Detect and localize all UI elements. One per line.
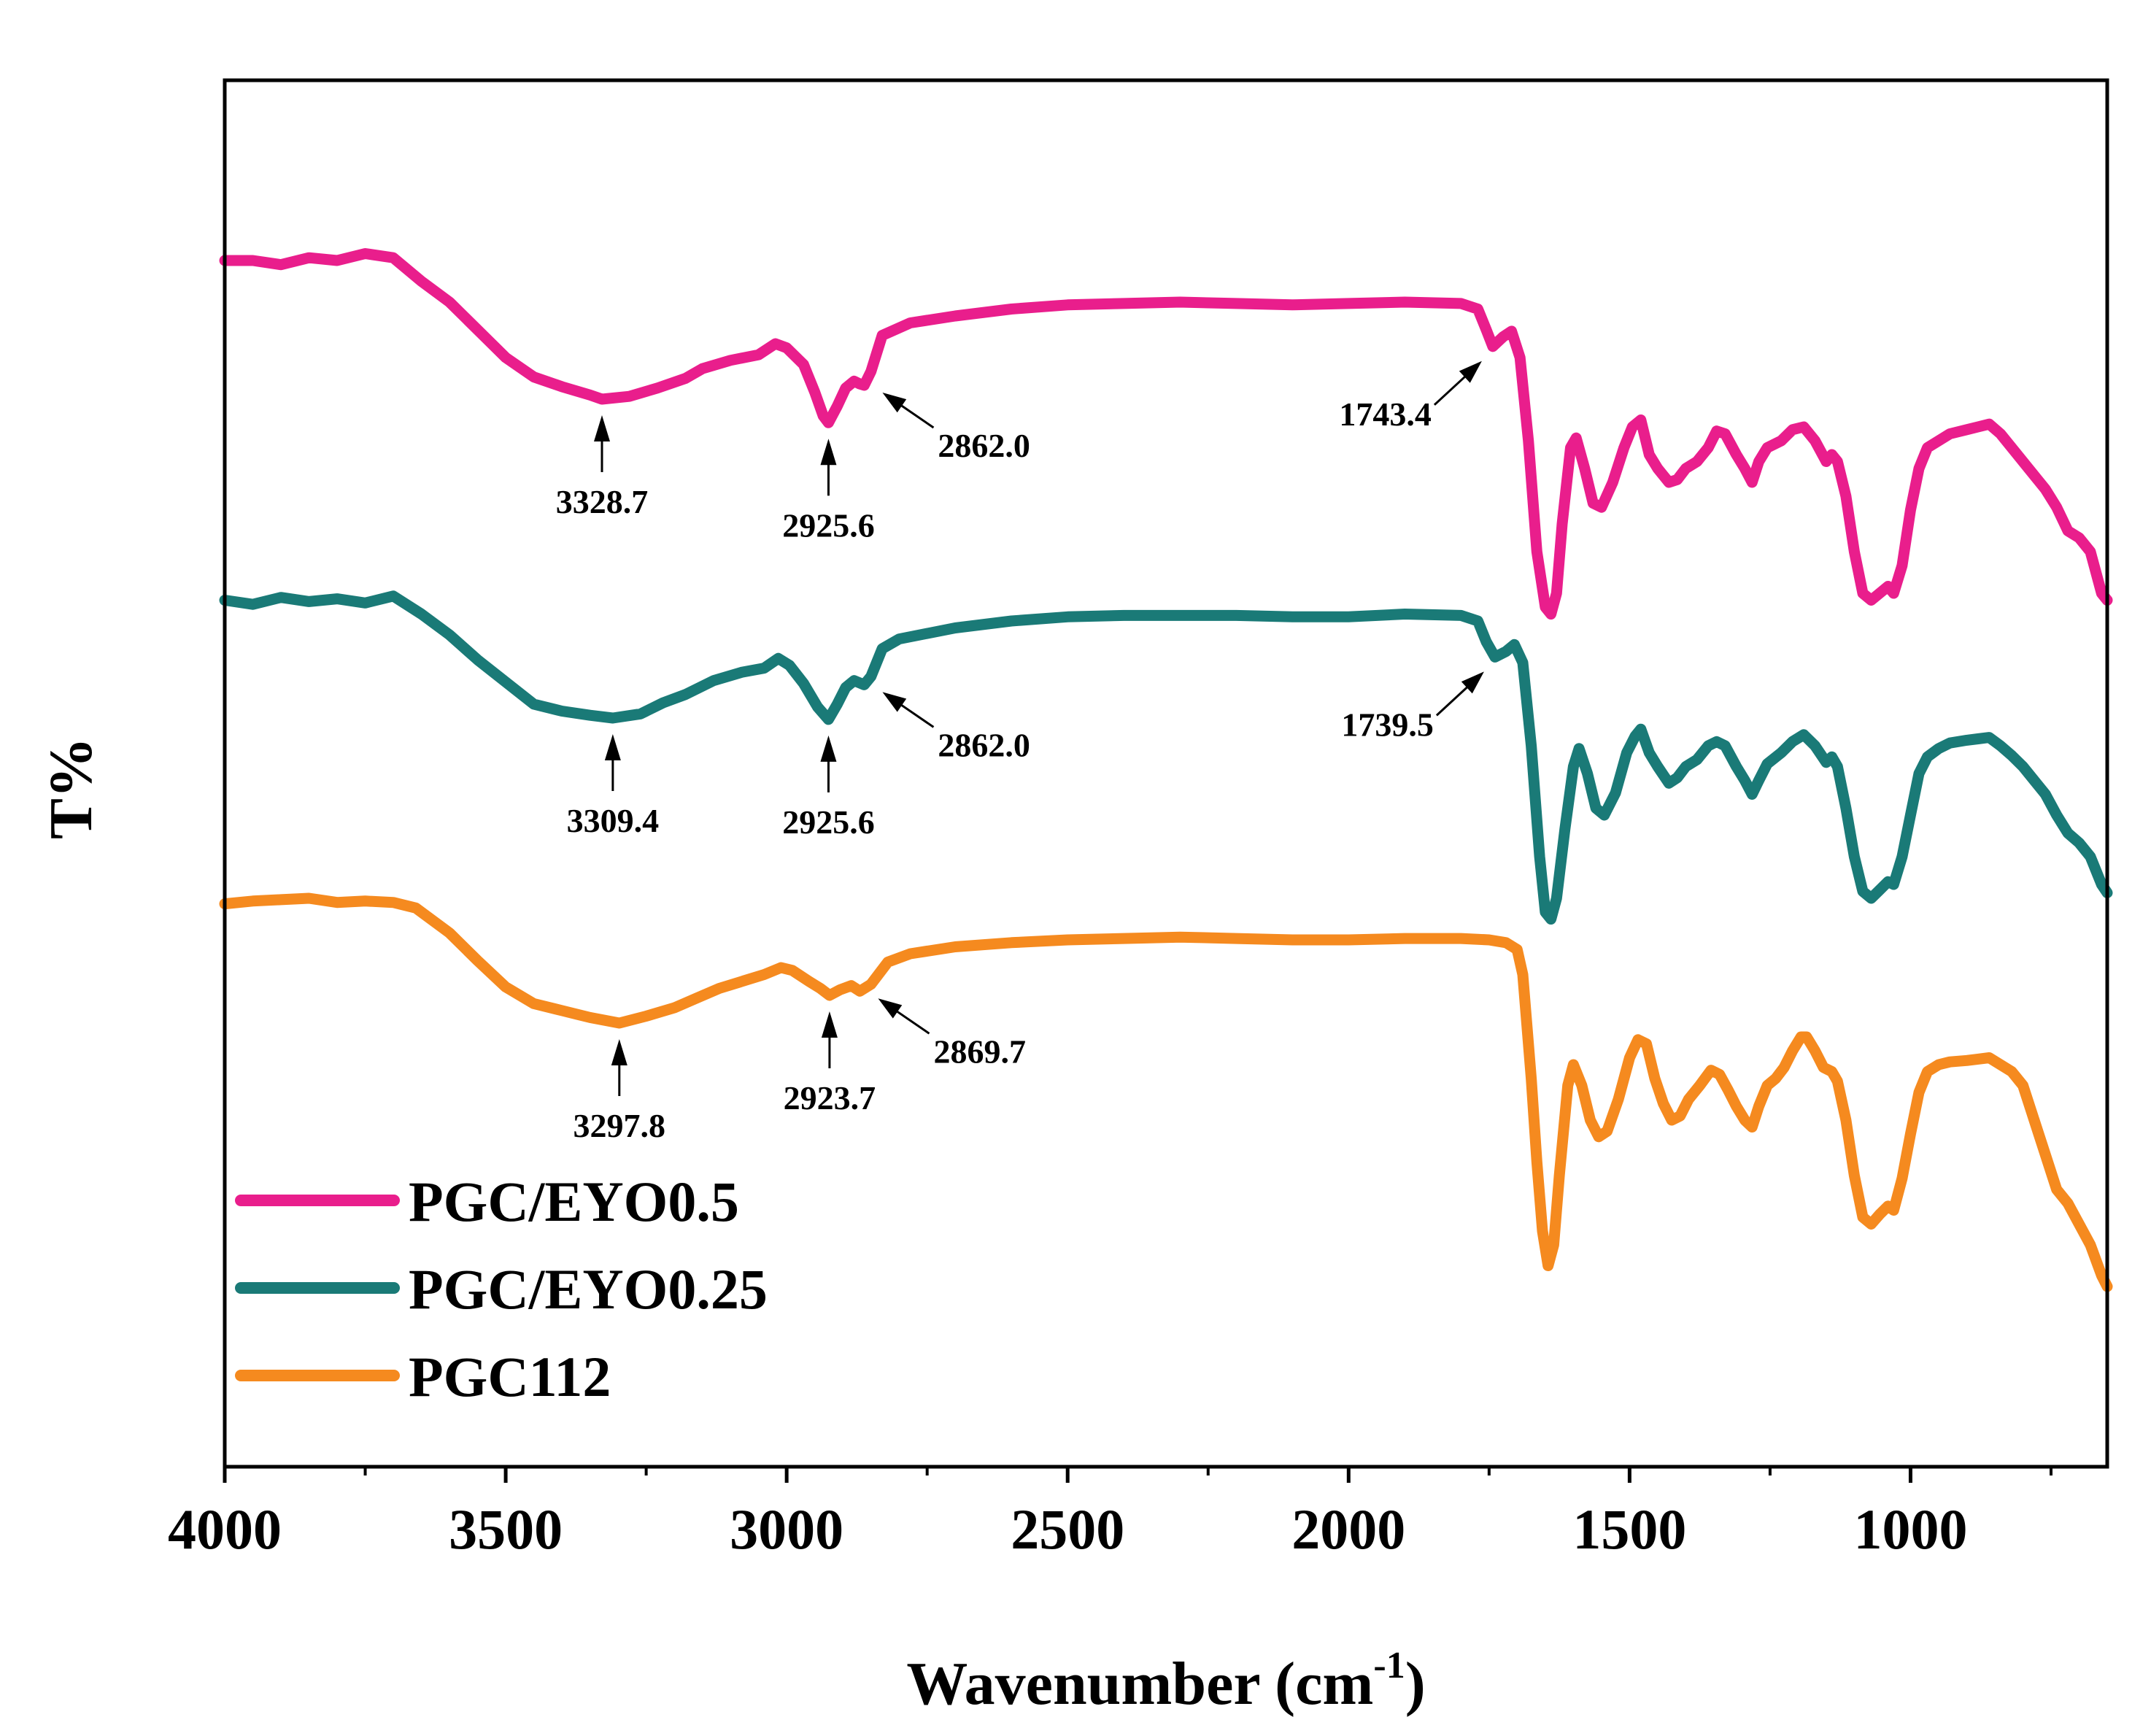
peak-annotation: 3297.8 [574,1039,666,1144]
peak-annotation: 1739.5 [1341,671,1484,743]
plot-frame [223,78,2109,1469]
legend: PGC/EYO0.5 PGC/EYO0.25 PGC112 [235,1170,768,1408]
peak-annotation: 1743.4 [1339,360,1482,433]
series-line-pgc-eyo0-5 [219,248,2113,620]
peak-annotation: 2925.6 [782,735,875,841]
legend-item-pgc-eyo0-25: PGC/EYO0.25 [235,1257,768,1321]
annotation-arrow-shaft [1435,684,1471,717]
series-line-pgc112 [219,892,2113,1292]
annotation-arrow-head [820,439,837,466]
x-tick-label: 1500 [1572,1497,1686,1561]
annotation-arrow-head [878,998,903,1019]
legend-item-pgc112: PGC112 [235,1345,611,1408]
annotation-arrow-shaft [897,402,935,429]
legend-label: PGC/EYO0.25 [409,1257,768,1321]
x-tick-label: 2500 [1011,1497,1124,1561]
annotation-arrow-shaft [892,1008,930,1035]
x-tick-label: 1000 [1853,1497,1967,1561]
legend-item-pgc-eyo0-5: PGC/EYO0.5 [235,1170,739,1233]
x-tick-label: 3000 [730,1497,843,1561]
annotation-label: 3297.8 [574,1107,666,1144]
annotation-label: 2862.0 [938,427,1030,464]
annotation-layer: 3328.7 2925.6 2862.0 1743.4 3309.4 2925.6 2862… [556,360,1484,1144]
annotation-arrow-head [882,393,907,413]
x-axis-title: Wavenumber (cm-1) [906,1645,1425,1718]
annotation-arrow-head [594,415,611,441]
peak-annotation: 2925.6 [782,439,875,544]
annotation-label: 2923.7 [784,1079,876,1116]
peak-annotation: 3309.4 [567,734,660,839]
y-axis-title: T% [37,737,105,839]
x-tick-label: 4000 [168,1497,282,1561]
annotation-label: 3328.7 [556,483,649,520]
legend-label: PGC112 [409,1345,611,1408]
annotation-label: 1739.5 [1341,706,1434,743]
x-tick-label: 2000 [1291,1497,1405,1561]
annotation-label: 2862.0 [938,726,1030,763]
annotation-arrow-head [604,734,621,760]
peak-annotation: 2869.7 [878,998,1026,1070]
annotation-arrow-head [1461,671,1484,694]
annotation-arrow-head [820,735,837,762]
annotation-label: 3309.4 [567,802,660,839]
peak-annotation: 2862.0 [882,393,1030,464]
x-axis-ticks: 4000 3500 3000 2500 2000 1500 1000 [168,1467,2052,1561]
annotation-arrow-head [882,692,907,712]
annotation-arrow-head [611,1039,627,1065]
annotation-arrow-shaft [1433,373,1469,406]
x-tick-label: 3500 [449,1497,563,1561]
peak-annotation: 2923.7 [784,1011,876,1116]
legend-label: PGC/EYO0.5 [409,1170,739,1233]
series-layer [219,248,2113,1292]
annotation-label: 1743.4 [1339,396,1432,433]
annotation-label: 2925.6 [782,506,875,544]
peak-annotation: 2862.0 [882,692,1030,763]
annotation-arrow-head [821,1011,838,1038]
series-line-pgc-eyo0-25 [219,590,2113,925]
annotation-label: 2869.7 [933,1033,1026,1070]
peak-annotation: 3328.7 [556,415,649,520]
annotation-arrow-shaft [897,701,935,728]
annotation-arrow-head [1459,360,1482,383]
annotation-label: 2925.6 [782,803,875,841]
